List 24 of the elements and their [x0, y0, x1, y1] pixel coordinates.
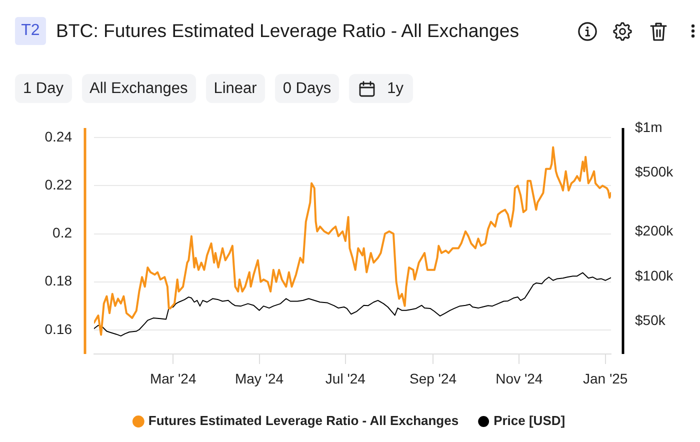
y-tick-label: 0.2	[52, 224, 72, 241]
x-tick-label: Sep '24	[409, 370, 457, 386]
y2-tick-label: $200k	[635, 222, 674, 239]
text: Linear	[214, 80, 257, 98]
text: 1 Day	[23, 80, 64, 98]
y-tick-label: 0.22	[44, 176, 72, 193]
y2-tick-label: $100k	[635, 267, 674, 284]
x-tick-label: Mar '24	[150, 370, 196, 386]
y-tick-label: 0.18	[44, 272, 72, 289]
text: 0 Days	[282, 80, 332, 98]
y2-tick-label: $1m	[635, 118, 662, 135]
y2-tick-label: $50k	[635, 312, 666, 328]
text: 1y	[387, 80, 404, 98]
x-tick-label: Jul '24	[325, 370, 366, 386]
x-tick-label: Nov '24	[496, 370, 543, 386]
legend-label: Futures Estimated Leverage Ratio - All Exchanges	[148, 413, 459, 428]
text: All Exchanges	[90, 80, 188, 98]
chart-title: BTC: Futures Estimated Leverage Ratio - All Exchanges	[56, 19, 519, 43]
legend-label: Price [USD]	[494, 413, 566, 428]
y-tick-label: 0.24	[44, 128, 72, 144]
y2-tick-label: $500k	[635, 164, 674, 180]
y-tick-label: 0.16	[44, 320, 72, 337]
x-tick-label: May '24	[234, 370, 284, 386]
x-tick-label: Jan '25	[582, 370, 628, 386]
